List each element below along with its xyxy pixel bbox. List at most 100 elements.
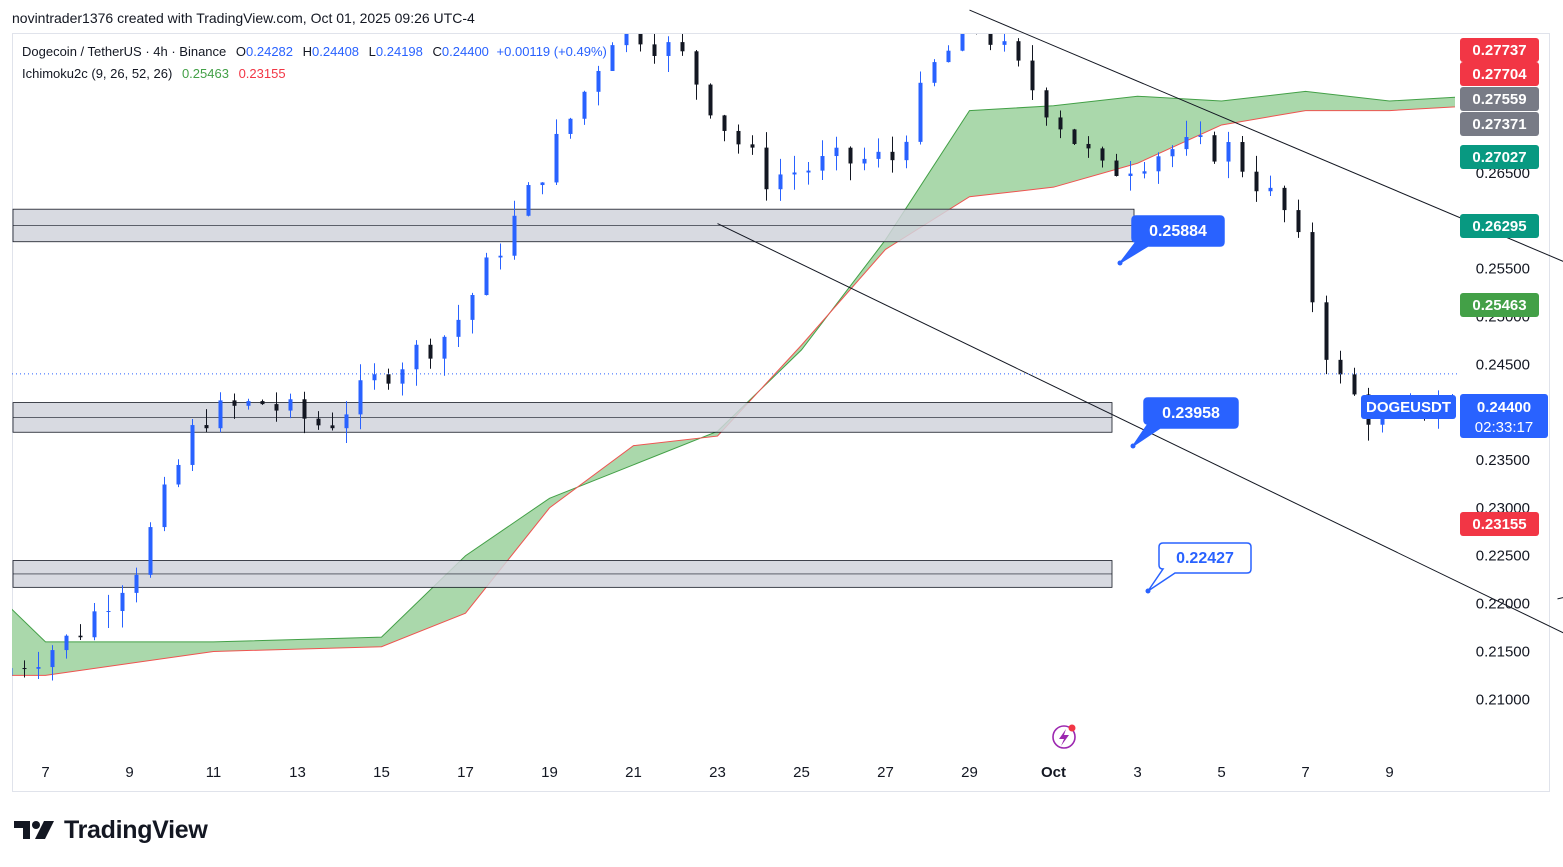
trendline	[969, 9, 1563, 262]
price-scale-tag: 0.27371	[1460, 112, 1539, 136]
x-axis-tick-label: 23	[709, 764, 726, 781]
target-label-anchor	[1117, 260, 1123, 266]
x-axis-tick-label: 7	[41, 764, 49, 781]
candle-body	[1338, 359, 1343, 375]
x-axis-tick-label: 21	[625, 764, 642, 781]
price-scale-tag-text: 0.27371	[1472, 116, 1526, 133]
candle-body	[708, 84, 713, 116]
candle-body	[862, 158, 867, 164]
target-label-box	[1119, 215, 1225, 264]
price-scale-tag-bg	[1460, 87, 1539, 111]
symbol-price-tag: DOGEUSDT	[1361, 395, 1456, 419]
price-scale-tag: 0.27737	[1460, 38, 1539, 62]
cloud-span-a-line	[12, 90, 1455, 643]
price-scale-tag-text: 0.23155	[1472, 516, 1526, 533]
price-scale-tag: 0.27704	[1460, 62, 1539, 86]
candle-body	[274, 404, 279, 411]
candle-body	[946, 50, 951, 63]
candle-body	[372, 374, 377, 381]
candle-body	[1324, 302, 1329, 360]
y-axis-tick-label: 0.22500	[1476, 548, 1530, 565]
candle-body	[302, 399, 307, 419]
x-axis-tick-label: 29	[961, 764, 978, 781]
bar-countdown: 02:33:17	[1475, 419, 1533, 436]
price-scale-tag: 0.27027	[1460, 145, 1539, 169]
candle-body	[1044, 90, 1049, 118]
candle-body	[652, 44, 657, 56]
candle-body	[330, 425, 335, 429]
low-value: 0.24198	[375, 44, 423, 59]
candle-body	[148, 527, 153, 575]
candle-body	[232, 400, 237, 406]
price-scale-tag-bg	[1460, 38, 1539, 62]
price-scale-tag-text: 0.27737	[1472, 42, 1526, 59]
price-scale-tag: 0.26295	[1460, 214, 1539, 238]
candle-body	[1310, 232, 1315, 303]
candle-body	[442, 336, 447, 359]
candle-body	[64, 635, 69, 651]
candle-body	[22, 668, 27, 670]
candle-body	[876, 151, 881, 159]
event-icon-dot	[1068, 724, 1076, 732]
symbol-legend[interactable]: Dogecoin / TetherUS · 4h · Binance O0.24…	[22, 44, 607, 59]
candle-body	[1142, 171, 1147, 174]
candle-body	[1030, 60, 1035, 91]
event-icon-bolt	[1059, 729, 1069, 746]
chart-frame	[12, 33, 1550, 792]
target-price-label: 0.25884	[1117, 215, 1225, 266]
candle-body	[806, 170, 811, 173]
candlesticks	[12, 34, 1553, 681]
candle-body	[78, 635, 83, 638]
price-scale-tag-text: 0.27704	[1472, 66, 1527, 83]
x-axis-tick-label: Oct	[1041, 764, 1066, 781]
candle-body	[36, 667, 41, 669]
change-value: +0.00119 (+0.49%)	[496, 44, 607, 59]
indicator-name: Ichimoku2c (9, 26, 52, 26)	[22, 66, 173, 81]
last-price-value: 0.24400	[1477, 399, 1531, 416]
candle-body	[12, 668, 13, 676]
trendlines	[717, 9, 1563, 634]
x-axis-tick-label: 13	[289, 764, 306, 781]
candle-body	[694, 51, 699, 85]
candle-body	[638, 34, 643, 45]
candle-body	[792, 172, 797, 175]
symbol-tag-bg	[1361, 395, 1456, 419]
tradingview-logo-icon	[14, 821, 54, 839]
candle-body	[680, 42, 685, 52]
y-axis-tick-label: 0.24500	[1476, 356, 1530, 373]
candle-body	[1086, 143, 1091, 149]
indicator-legend[interactable]: Ichimoku2c (9, 26, 52, 26) 0.25463 0.231…	[22, 66, 286, 81]
candle-body	[904, 141, 909, 161]
candle-body	[1268, 187, 1273, 192]
y-axis-tick-label: 0.21000	[1476, 691, 1530, 708]
price-scale-tag: 0.23155	[1460, 512, 1539, 536]
open-value: 0.24282	[246, 44, 294, 59]
y-axis-tick-label: 0.26500	[1476, 165, 1530, 182]
target-price-label: 0.23958	[1130, 397, 1239, 449]
x-axis-tick-label: 25	[793, 764, 810, 781]
y-axis-tick-label: 0.22000	[1476, 596, 1530, 613]
candle-body	[134, 574, 139, 593]
candle-body	[512, 215, 517, 256]
candle-body	[456, 319, 461, 337]
candle-body	[666, 42, 671, 56]
candle-body	[92, 611, 97, 638]
symbol-name: Dogecoin / TetherUS · 4h · Binance	[22, 44, 227, 59]
support-resistance-zones	[12, 208, 1135, 588]
tradingview-footer[interactable]: TradingView	[14, 814, 208, 846]
candle-body	[1549, 385, 1553, 386]
high-label: H	[302, 44, 313, 59]
candle-body	[918, 82, 923, 142]
candle-body	[1058, 117, 1063, 130]
candle-body	[288, 399, 293, 411]
candle-body	[932, 62, 937, 83]
target-label-text: 0.25884	[1149, 223, 1207, 240]
candle-body	[190, 425, 195, 465]
candle-body	[1282, 187, 1287, 211]
price-scale-tag-bg	[1460, 112, 1539, 136]
y-axis-tick-label: 0.21500	[1476, 643, 1530, 660]
symbol-tag-text: DOGEUSDT	[1366, 399, 1451, 416]
candle-body	[736, 130, 741, 145]
candle-body	[470, 295, 475, 320]
